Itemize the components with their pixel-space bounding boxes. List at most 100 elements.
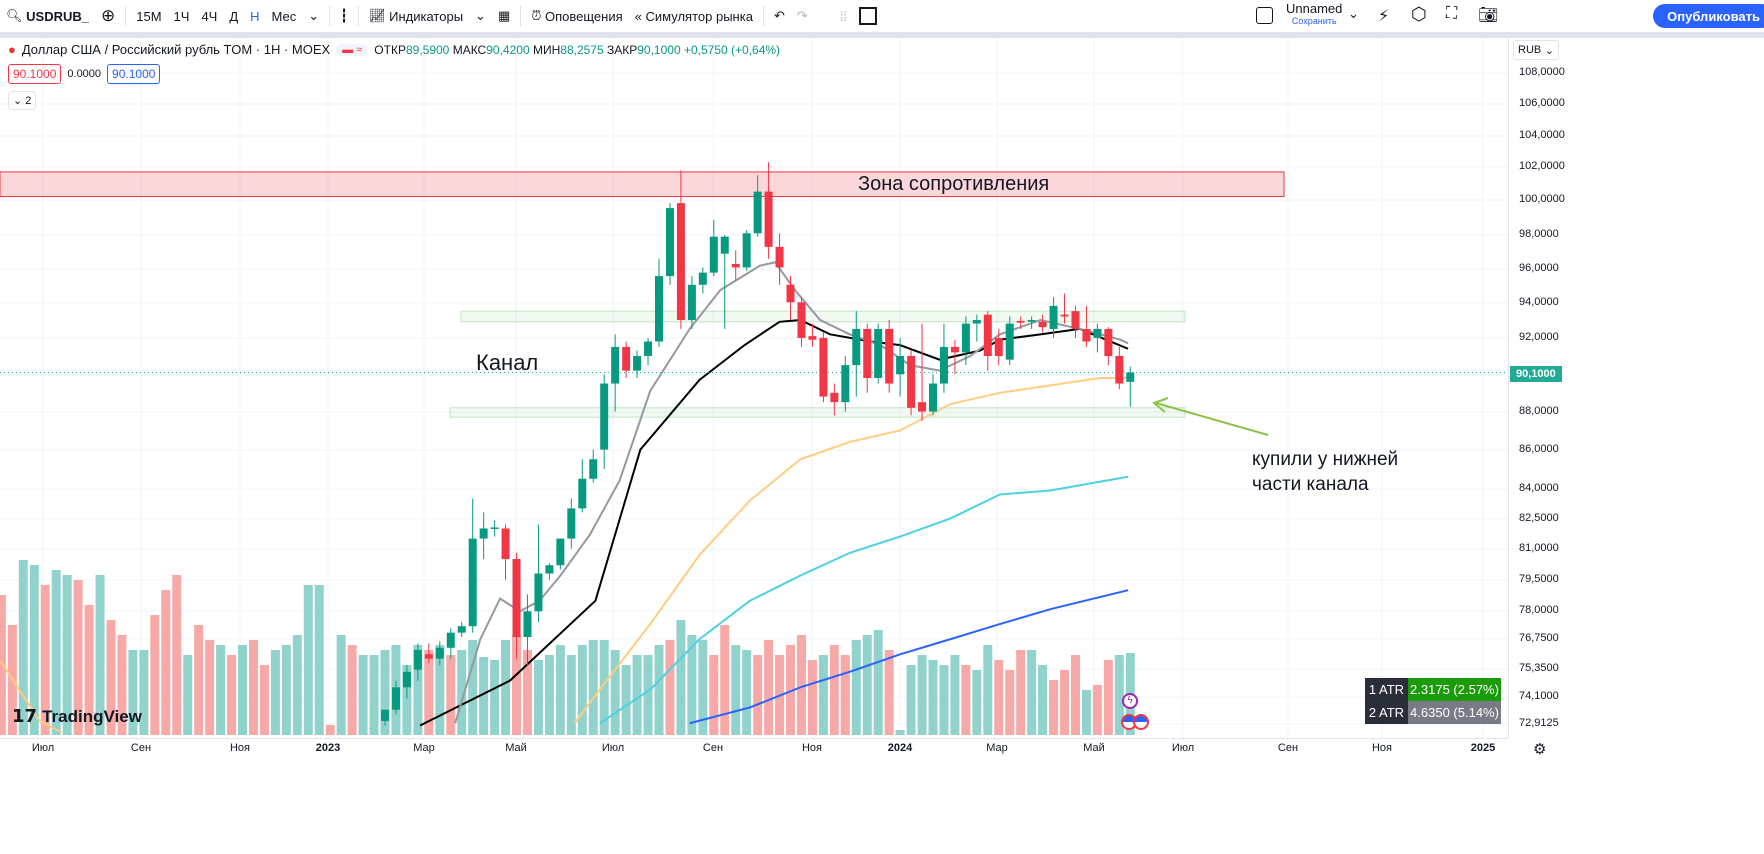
select-frame-icon (858, 7, 877, 25)
candle-body (534, 573, 543, 612)
indicators-collapse-button[interactable]: ⌄ 2 (8, 91, 37, 110)
buy-note[interactable]: купили у нижней части канала (1252, 447, 1398, 497)
interval-4h[interactable]: 4Ч (201, 8, 218, 24)
interval-dropdown[interactable]: ⌄ (302, 0, 325, 32)
sell-button[interactable]: 90.1000 (8, 64, 62, 84)
volume-bar (248, 640, 258, 735)
visibility-toggle[interactable]: ▬ ≈ (336, 43, 369, 56)
grid-icon: ▦ (497, 8, 511, 23)
volume-bar (40, 585, 50, 735)
time-tick-label: Мар (986, 742, 1008, 754)
time-tick-label: 2023 (315, 742, 341, 754)
candle-body (775, 246, 784, 268)
volume-bar (501, 640, 511, 735)
indicators-icon: 📈︎ (369, 8, 386, 23)
candle-body (972, 320, 981, 324)
axis-settings-icon[interactable]: ⚙︎ (1533, 741, 1547, 758)
buy-button[interactable]: 90.1000 (107, 64, 161, 84)
indicators-label: Индикаторы (389, 8, 464, 24)
volume-bar (1103, 660, 1113, 735)
volume-bar (303, 585, 313, 735)
volume-bar (380, 650, 390, 735)
interval-1h[interactable]: 1Ч (173, 8, 190, 24)
camera-icon[interactable]: 📷︎ (1478, 7, 1499, 24)
channel-label[interactable]: Канал (476, 350, 539, 375)
volume-bar (512, 635, 522, 735)
candle-body (435, 647, 444, 659)
time-axis[interactable] (0, 738, 1508, 766)
bid-ask-row: 90.1000 0.0000 90.1000 (8, 64, 161, 84)
interval-month[interactable]: Мес (271, 8, 297, 24)
atr-table: 1 ATR 2.3175 (2.57%) 2 ATR 4.6350 (5.14%) (1365, 678, 1501, 724)
close-label: ЗАКР (607, 42, 638, 57)
fullscreen-icon[interactable]: ⛶ (1446, 5, 1458, 22)
candle-body (578, 478, 587, 509)
chevron-down-icon[interactable]: ⌄ (1348, 6, 1359, 21)
top-toolbar: 🔍︎ USDRUB_ ⊕ 15М 1Ч 4Ч Д Н Мес ⌄ ┇ 📈︎ Ин… (0, 0, 1764, 32)
volume-bar (1027, 650, 1037, 735)
resistance-zone-label[interactable]: Зона сопротивления (858, 173, 1050, 195)
buy-note-line1: купили у нижней (1252, 449, 1399, 470)
logo-text: TradingView (42, 706, 142, 726)
layout-name-button[interactable]: Unnamed Сохранить (1286, 2, 1342, 27)
events-lightning-icon[interactable]: ϟ (1122, 693, 1138, 709)
volume-bar (73, 580, 83, 735)
volume-bar (314, 585, 324, 735)
price-axis[interactable] (1508, 38, 1764, 738)
price-tick-label: 74,1000 (1519, 690, 1559, 702)
volume-bar (413, 645, 423, 735)
symbol-title[interactable]: Доллар США / Российский рубль TOM · 1Н ·… (21, 42, 331, 57)
volume-bar (742, 650, 752, 735)
price-tick-label: 104,0000 (1519, 129, 1565, 141)
candle-body (545, 565, 554, 574)
candle-body (731, 263, 740, 268)
volume-bar (950, 655, 960, 735)
candle-body (512, 559, 521, 637)
atr-value: 4.6350 (5.14%) (1408, 701, 1501, 724)
compare-button[interactable]: ⊕ (95, 0, 121, 32)
interval-week[interactable]: Н (250, 8, 260, 24)
chevron-down-icon: ⌄ (475, 8, 486, 23)
replay-button[interactable]: « Симулятор рынка (629, 0, 759, 32)
redo-button[interactable]: ↷ (791, 0, 814, 32)
volume-bar (796, 635, 806, 735)
time-tick-label: Сен (702, 742, 724, 754)
time-tick-label: Ноя (1371, 742, 1393, 754)
volume-bar (884, 650, 894, 735)
currency-select[interactable]: RUB ⌄ (1513, 40, 1559, 60)
candle-body (709, 236, 718, 273)
spread-value: 0.0000 (67, 68, 102, 80)
candle-body (413, 649, 422, 670)
volume-bar (895, 730, 905, 735)
alerts-button[interactable]: ⏰︎ Оповещения (525, 0, 628, 32)
volume-bar (983, 645, 993, 735)
templates-button[interactable]: ▦ (492, 0, 516, 32)
candle-body (1016, 320, 1025, 323)
volume-bar (435, 645, 445, 735)
quick-search-icon[interactable]: ⚡︎ (1378, 8, 1390, 25)
selection-tool-button[interactable] (853, 0, 883, 32)
drag-handle[interactable]: ⁞⁞ (834, 0, 853, 32)
price-tick-label: 94,0000 (1519, 296, 1559, 308)
indicators-button[interactable]: 📈︎ Индикаторы (363, 0, 469, 32)
settings-icon[interactable]: ⬡ (1411, 4, 1427, 24)
time-tick-label: Сен (130, 742, 152, 754)
indicators-dropdown[interactable]: ⌄ (469, 0, 492, 32)
us-flag-event-icon[interactable] (1133, 714, 1149, 730)
layout-checkbox[interactable] (1256, 7, 1273, 24)
interval-day[interactable]: Д (229, 8, 239, 24)
candle-body (983, 314, 992, 357)
symbol-search[interactable]: 🔍︎ USDRUB_ (0, 0, 95, 32)
publish-button[interactable]: Опубликовать (1653, 4, 1764, 28)
undo-button[interactable]: ↶ (768, 0, 791, 32)
tradingview-logo[interactable]: 𝟭𝟳 TradingView (12, 706, 142, 727)
volume-bar (1092, 685, 1102, 735)
chart-type-button[interactable]: ┇ (334, 0, 354, 32)
toolbar-divider (0, 32, 1764, 38)
price-tick-label: 84,0000 (1519, 482, 1559, 494)
volume-bar (654, 645, 664, 735)
price-tick-label: 76,7500 (1519, 632, 1559, 644)
volume-bar (961, 665, 971, 735)
interval-15m[interactable]: 15М (136, 8, 162, 24)
